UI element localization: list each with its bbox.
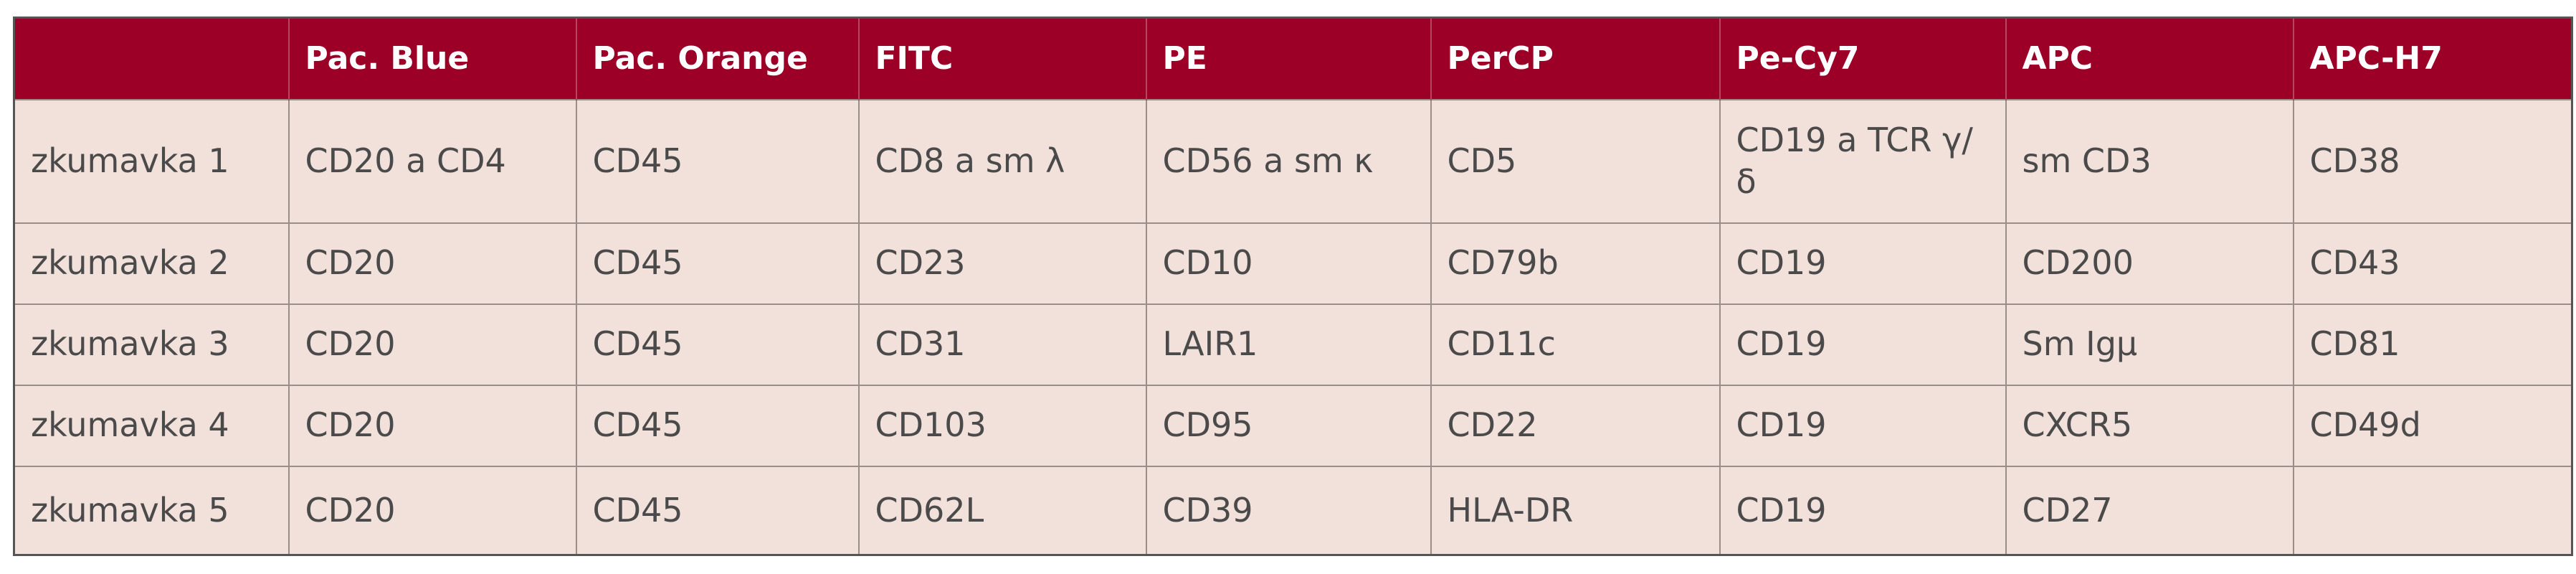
table-cell: CD45	[575, 303, 860, 386]
table-row: zkumavka 2 CD20 CD45 CD23 CD10 CD79b CD19 CD200…	[13, 222, 2573, 305]
table-cell: CD45	[575, 98, 860, 224]
table-cell: HLA-DR	[1430, 465, 1721, 556]
table-cell: CD19	[1719, 465, 2007, 556]
table-row: zkumavka 3 CD20 CD45 CD31 LAIR1 CD11c CD19 Sm I…	[13, 303, 2573, 386]
table-cell: sm CD3	[2005, 98, 2294, 224]
table-cell: CD45	[575, 465, 860, 556]
row-label: zkumavka 2	[13, 222, 290, 305]
table-cell: CD79b	[1430, 222, 1721, 305]
table-cell: CD5	[1430, 98, 1721, 224]
header-cell: Pe-Cy7	[1719, 17, 2007, 100]
table-cell: CD27	[2005, 465, 2294, 556]
corner-cell	[14, 17, 290, 100]
table-row: zkumavka 1 CD20 a CD4 CD45 CD8 a sm λ CD56 a…	[13, 98, 2573, 224]
table-cell: CD45	[575, 384, 860, 467]
header-cell: FITC	[858, 17, 1147, 100]
header-cell: APC-H7	[2293, 17, 2573, 100]
table-cell: CD81	[2292, 303, 2573, 386]
table-cell: LAIR1	[1145, 303, 1432, 386]
table-cell: CD103	[857, 384, 1147, 467]
table-cell: CD19	[1719, 222, 2007, 305]
marker-table: Pac. Blue Pac. Orange FITC PE PerCP Pe-Cy7 APC…	[13, 17, 2573, 556]
table-cell: CXCR5	[2005, 384, 2294, 467]
table-cell: CD23	[857, 222, 1147, 305]
table-cell: CD10	[1145, 222, 1432, 305]
table-cell	[2292, 465, 2573, 556]
header-cell: PerCP	[1430, 17, 1721, 100]
table-cell: CD39	[1145, 465, 1432, 556]
table-cell: CD43	[2292, 222, 2573, 305]
table-row: zkumavka 5 CD20 CD45 CD62L CD39 HLA-DR CD19 CD2…	[13, 465, 2573, 556]
table-cell: CD19	[1719, 384, 2007, 467]
table-cell: CD20	[287, 303, 577, 386]
table-cell: CD8 a sm λ	[857, 98, 1147, 224]
table-cell: CD62L	[857, 465, 1147, 556]
table-cell: CD19	[1719, 303, 2007, 386]
table-cell: CD49d	[2292, 384, 2573, 467]
table-cell: CD20	[287, 222, 577, 305]
table-cell: CD20	[287, 384, 577, 467]
row-label: zkumavka 4	[13, 384, 290, 467]
header-cell: PE	[1146, 17, 1432, 100]
table-cell: CD19 a TCR γ/δ	[1719, 98, 2007, 224]
table-cell: CD45	[575, 222, 860, 305]
table-row: zkumavka 4 CD20 CD45 CD103 CD95 CD22 CD19 CXCR5…	[13, 384, 2573, 467]
table-cell: CD38	[2292, 98, 2573, 224]
table-cell: CD11c	[1430, 303, 1721, 386]
table-cell: CD95	[1145, 384, 1432, 467]
table-cell: CD56 a sm κ	[1145, 98, 1432, 224]
table-cell: Sm Igμ	[2005, 303, 2294, 386]
table-body: zkumavka 1 CD20 a CD4 CD45 CD8 a sm λ CD56 a…	[13, 98, 2573, 556]
header-cell: Pac. Orange	[576, 17, 860, 100]
table-cell: CD20 a CD4	[287, 98, 577, 224]
table-cell: CD22	[1430, 384, 1721, 467]
row-label: zkumavka 1	[13, 98, 290, 224]
header-cell: APC	[2005, 17, 2294, 100]
row-label: zkumavka 5	[13, 465, 290, 556]
header-cell: Pac. Blue	[288, 17, 577, 100]
table-cell: CD31	[857, 303, 1147, 386]
table-cell: CD20	[287, 465, 577, 556]
row-label: zkumavka 3	[13, 303, 290, 386]
table-cell: CD200	[2005, 222, 2294, 305]
header-row: Pac. Blue Pac. Orange FITC PE PerCP Pe-Cy7 APC…	[14, 17, 2573, 100]
